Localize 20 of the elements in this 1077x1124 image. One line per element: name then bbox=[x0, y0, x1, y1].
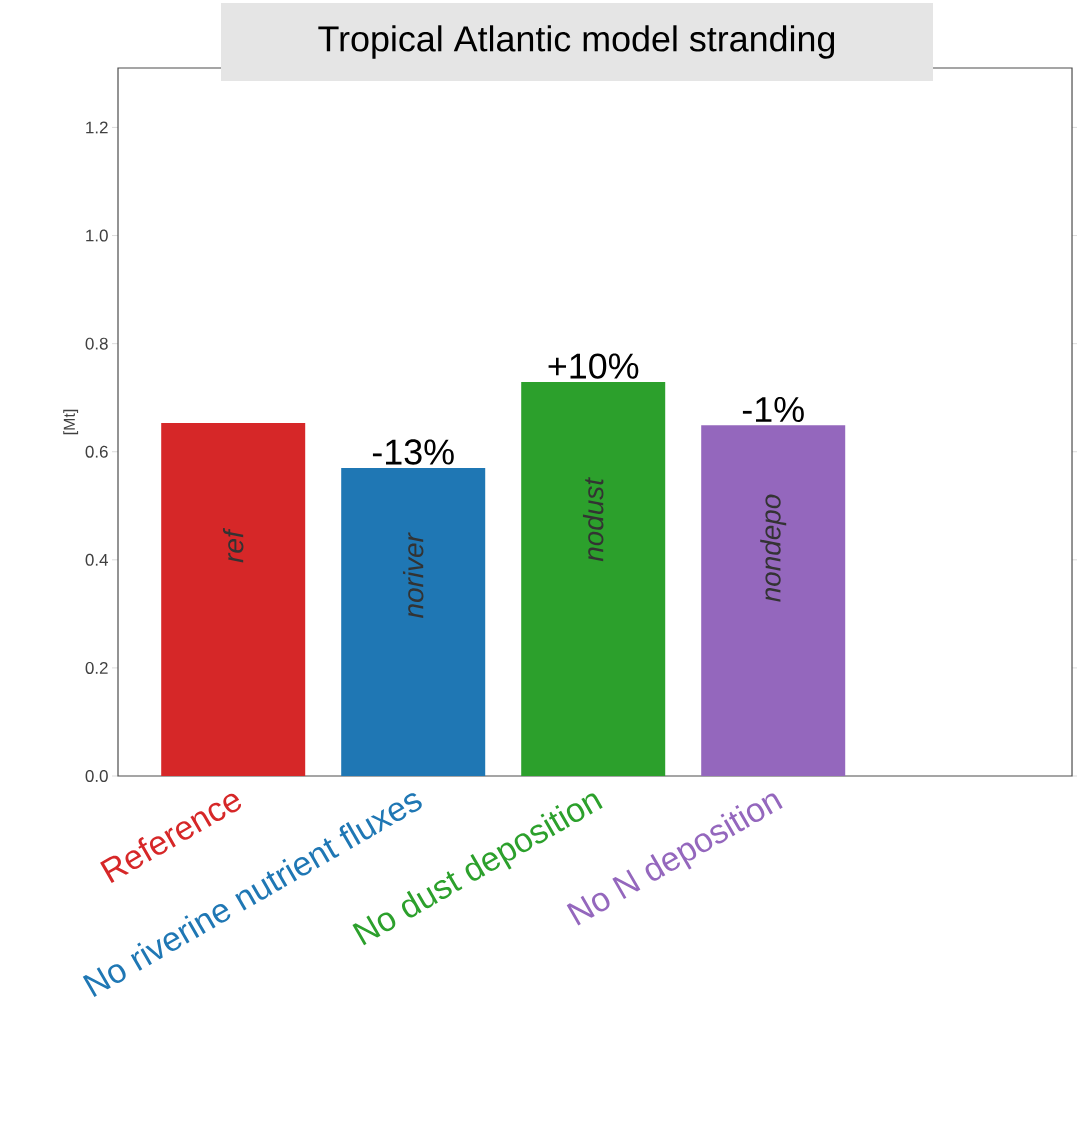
y-tick-label: 0.4 bbox=[85, 553, 108, 566]
y-tick-label: 0.8 bbox=[85, 337, 108, 350]
annotation: ref bbox=[222, 527, 244, 563]
annotation: nodust bbox=[582, 477, 604, 562]
y-tick-label: 1.0 bbox=[86, 229, 108, 242]
bar bbox=[341, 467, 486, 776]
bar bbox=[521, 382, 666, 776]
y-axis-title: [Mt] bbox=[63, 409, 79, 435]
annotation: -13% bbox=[372, 439, 454, 465]
bar bbox=[161, 423, 306, 776]
annotation: -1% bbox=[742, 396, 804, 423]
chart-title: Tropical Atlantic model stranding bbox=[318, 25, 835, 59]
y-tick-label: 0.2 bbox=[85, 661, 108, 674]
bar bbox=[701, 425, 846, 776]
y-tick-label: 0.6 bbox=[85, 445, 108, 458]
y-tick-label: 1.2 bbox=[86, 121, 108, 134]
annotation: nondepo bbox=[760, 494, 787, 602]
annotation: noriver bbox=[402, 532, 424, 618]
annotation: +10% bbox=[548, 353, 639, 379]
y-tick-label: 0.0 bbox=[85, 770, 108, 782]
